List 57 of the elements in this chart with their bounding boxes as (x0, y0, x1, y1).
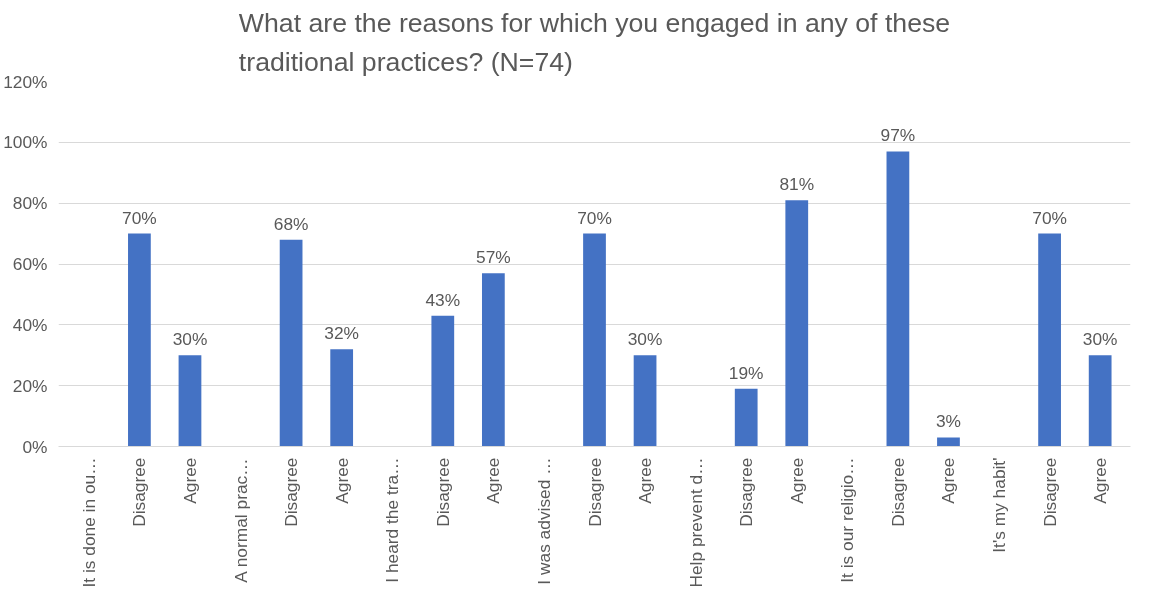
bar (330, 349, 354, 447)
x-tick-label: Agree (635, 457, 656, 504)
y-tick-label: 100% (3, 132, 48, 153)
bar (1038, 233, 1061, 447)
bar (937, 437, 960, 447)
data-label: 70% (577, 207, 612, 228)
bar (633, 355, 657, 447)
y-tick-label: 120% (3, 71, 48, 92)
x-tick-label: Agree (938, 457, 959, 504)
data-label: 30% (172, 329, 208, 350)
x-tick-label: Agree (331, 457, 352, 504)
bar (128, 233, 151, 447)
x-tick-label: Disagree (129, 457, 150, 527)
y-tick-label: 80% (12, 193, 48, 214)
x-tick-label: Agree (179, 457, 200, 504)
bar (481, 273, 505, 447)
data-label: 30% (1082, 329, 1118, 350)
data-label: 70% (1032, 207, 1067, 228)
x-tick-label: I was advised … (533, 457, 554, 585)
data-label: 81% (779, 174, 815, 195)
x-tick-label: Disagree (736, 457, 757, 527)
y-tick-label: 40% (12, 314, 48, 335)
x-tick-label: Disagree (1039, 457, 1060, 527)
bar (734, 388, 758, 447)
data-label: 32% (324, 323, 360, 344)
data-label: 68% (273, 213, 309, 234)
bar (785, 200, 809, 447)
x-tick-label: Disagree (584, 457, 605, 527)
data-label: 57% (476, 247, 511, 268)
x-tick-label: I heard the tra… (382, 457, 403, 583)
bar (279, 239, 303, 447)
bar (178, 355, 202, 447)
data-label: 97% (880, 125, 916, 146)
data-label: 19% (728, 362, 764, 383)
bar (583, 233, 606, 447)
x-tick-label: It is done in ou… (78, 457, 99, 588)
bar (1088, 355, 1112, 447)
x-tick-label: Disagree (432, 457, 453, 527)
x-tick-label: Agree (483, 457, 504, 504)
x-tick-label: Agree (786, 457, 807, 504)
x-tick-label: Agree (1090, 457, 1111, 504)
y-tick-label: 0% (22, 436, 48, 457)
bar (886, 151, 910, 447)
chart-title: What are the reasons for which you engaged in any of these traditional practices? (N=74) (238, 7, 951, 77)
bar (431, 315, 455, 447)
x-tick-label: Disagree (281, 457, 302, 527)
data-label: 43% (425, 289, 461, 310)
data-label: 3% (935, 411, 961, 432)
x-tick-label: Disagree (887, 457, 908, 527)
data-label: 30% (627, 329, 663, 350)
x-tick-label: A normal prac… (230, 458, 251, 583)
y-tick-label: 20% (12, 375, 48, 396)
x-tick-label: Help prevent d… (685, 457, 706, 588)
x-tick-label: It is our religio… (837, 457, 858, 583)
data-label: 70% (122, 207, 157, 228)
x-tick-label: It's my habit' (989, 457, 1010, 553)
y-tick-label: 60% (12, 254, 48, 274)
